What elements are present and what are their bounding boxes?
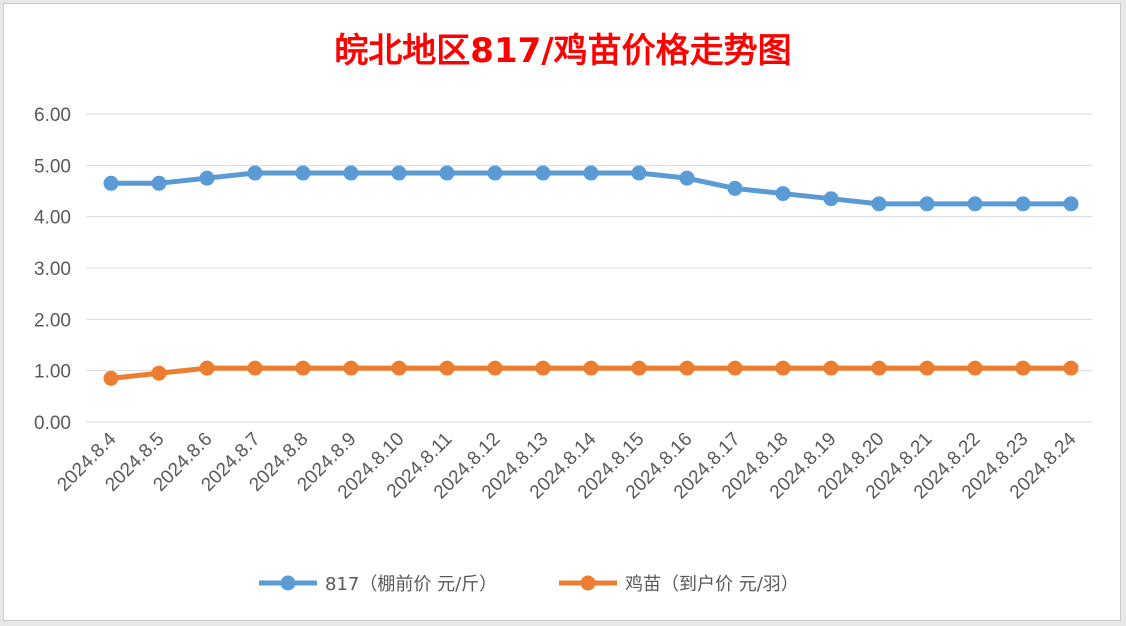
data-point (727, 180, 743, 196)
data-point (151, 365, 167, 381)
data-point (679, 360, 695, 376)
y-axis-ticks: 0.00 1.00 2.00 3.00 4.00 5.00 6.00 (34, 105, 71, 434)
data-point (775, 360, 791, 376)
line-chart: 皖北地区817/鸡苗价格走势图 0.00 1.00 2.00 3.00 4.00 5.00… (34, 31, 1092, 595)
data-point (631, 165, 647, 181)
data-point (199, 360, 215, 376)
y-tick-label: 1.00 (34, 362, 71, 383)
y-tick-label: 0.00 (34, 413, 71, 434)
data-point (199, 170, 215, 186)
series-1 (103, 165, 1079, 212)
data-point (151, 175, 167, 191)
chart-title: 皖北地区817/鸡苗价格走势图 (334, 31, 791, 71)
y-tick-label: 5.00 (34, 156, 71, 177)
legend-swatch-marker (580, 575, 596, 591)
data-point (1015, 196, 1031, 212)
legend-label: 鸡苗（到户价 元/羽） (625, 574, 799, 595)
data-point (919, 360, 935, 376)
data-point (1015, 360, 1031, 376)
data-point (391, 165, 407, 181)
legend-item: 817（棚前价 元/斤） (259, 574, 497, 595)
data-point (439, 360, 455, 376)
data-point (391, 360, 407, 376)
data-point (295, 165, 311, 181)
x-axis-ticks: 2024.8.42024.8.52024.8.62024.8.72024.8.8… (53, 428, 1080, 503)
data-point (535, 165, 551, 181)
y-tick-label: 3.00 (34, 259, 71, 280)
data-point (103, 175, 119, 191)
y-tick-label: 2.00 (34, 310, 71, 331)
y-tick-label: 6.00 (34, 105, 71, 126)
data-point (823, 191, 839, 207)
data-point (679, 170, 695, 186)
data-point (583, 165, 599, 181)
data-point (631, 360, 647, 376)
data-point (967, 360, 983, 376)
data-point (919, 196, 935, 212)
data-point (871, 360, 887, 376)
series-group (103, 165, 1079, 386)
data-point (439, 165, 455, 181)
data-point (1063, 360, 1079, 376)
data-point (487, 165, 503, 181)
y-tick-label: 4.00 (34, 208, 71, 229)
legend: 817（棚前价 元/斤） 鸡苗（到户价 元/羽） (259, 574, 799, 595)
data-point (247, 165, 263, 181)
data-point (1063, 196, 1079, 212)
data-point (727, 360, 743, 376)
chart-area: 皖北地区817/鸡苗价格走势图 0.00 1.00 2.00 3.00 4.00 5.00… (3, 3, 1121, 621)
legend-item: 鸡苗（到户价 元/羽） (559, 574, 799, 595)
data-point (487, 360, 503, 376)
gridlines (86, 113, 1092, 423)
data-point (823, 360, 839, 376)
data-point (583, 360, 599, 376)
data-point (343, 165, 359, 181)
data-point (247, 360, 263, 376)
data-point (775, 186, 791, 202)
legend-swatch-marker (280, 575, 296, 591)
data-point (103, 370, 119, 386)
series-2 (103, 360, 1079, 386)
legend-label: 817（棚前价 元/斤） (325, 574, 497, 595)
data-point (967, 196, 983, 212)
data-point (343, 360, 359, 376)
data-point (535, 360, 551, 376)
data-point (871, 196, 887, 212)
data-point (295, 360, 311, 376)
